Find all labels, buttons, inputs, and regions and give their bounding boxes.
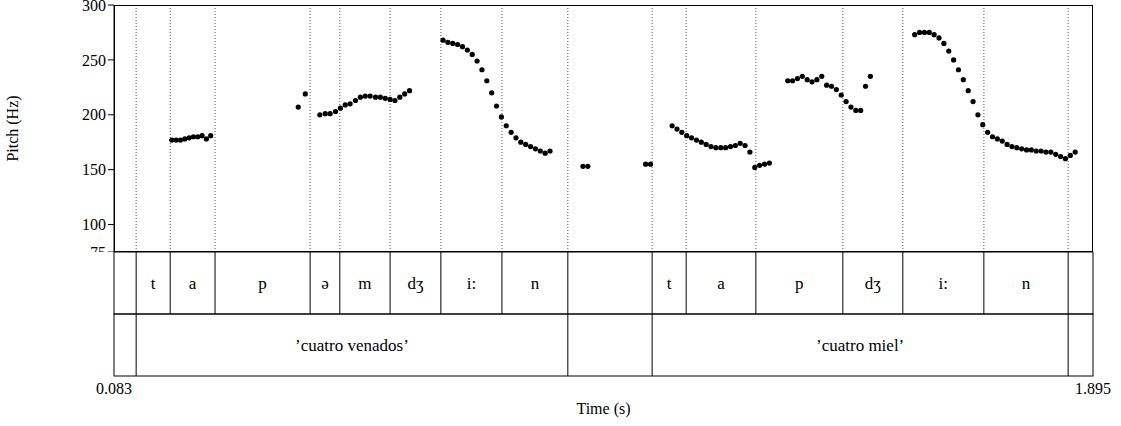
svg-text:p: p — [258, 274, 267, 293]
svg-text:75: 75 — [90, 244, 106, 252]
svg-text:n: n — [531, 274, 540, 293]
svg-text:Pitch (Hz): Pitch (Hz) — [4, 95, 22, 161]
svg-text:ə: ə — [321, 274, 329, 293]
svg-text:100: 100 — [82, 216, 106, 233]
svg-text:m: m — [358, 274, 371, 293]
svg-text:n: n — [1022, 274, 1031, 293]
svg-text:dʒ: dʒ — [407, 274, 424, 293]
svg-text:t: t — [151, 274, 156, 293]
svg-text:i:: i: — [939, 274, 948, 293]
svg-text:150: 150 — [82, 161, 106, 178]
svg-text:Time (s): Time (s) — [576, 400, 630, 418]
svg-text:a: a — [189, 274, 197, 293]
svg-text:i:: i: — [467, 274, 476, 293]
svg-text:dʒ: dʒ — [865, 274, 882, 293]
svg-text:’cuatro venados’: ’cuatro venados’ — [295, 336, 409, 355]
svg-text:a: a — [717, 274, 725, 293]
svg-text:250: 250 — [82, 52, 106, 69]
svg-text:0.083: 0.083 — [96, 380, 132, 397]
svg-text:p: p — [795, 274, 804, 293]
svg-text:1.895: 1.895 — [1075, 380, 1111, 397]
svg-text:t: t — [667, 274, 672, 293]
svg-text:’cuatro miel’: ’cuatro miel’ — [816, 336, 904, 355]
svg-text:300: 300 — [82, 0, 106, 14]
svg-text:200: 200 — [82, 106, 106, 123]
